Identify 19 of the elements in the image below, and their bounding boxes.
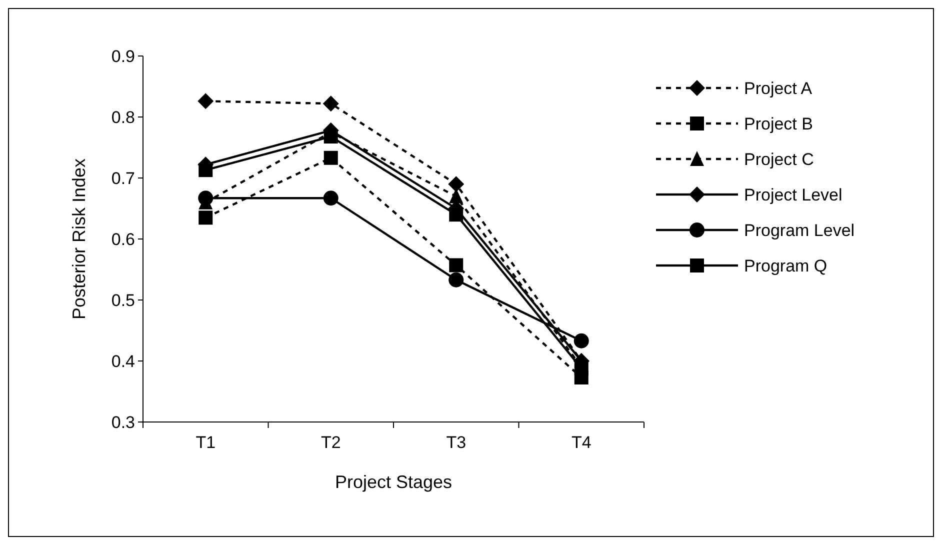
y-tick-label: 0.8	[111, 108, 135, 127]
x-tick-label: T2	[320, 433, 341, 452]
y-tick-label: 0.6	[111, 230, 135, 249]
legend-label: Project B	[744, 114, 813, 134]
y-axis-title: Posterior Risk Index	[69, 158, 89, 320]
legend-label: Program Level	[744, 220, 855, 240]
y-tick-label: 0.4	[111, 352, 135, 371]
legend-label: Project Level	[744, 185, 842, 204]
legend-label: Program Q	[744, 256, 828, 276]
legend-label: Project A	[744, 78, 813, 98]
x-axis-title: Project Stages	[334, 472, 452, 492]
y-tick-label: 0.5	[111, 290, 135, 310]
y-tick-label: 0.3	[111, 412, 135, 432]
y-tick-label: 0.7	[111, 168, 135, 188]
x-tick-label: T1	[196, 433, 216, 452]
y-tick-label: 0.9	[111, 46, 135, 66]
x-tick-label: T4	[571, 433, 592, 452]
legend-label: Project C	[744, 150, 814, 169]
x-tick-label: T3	[446, 433, 466, 452]
